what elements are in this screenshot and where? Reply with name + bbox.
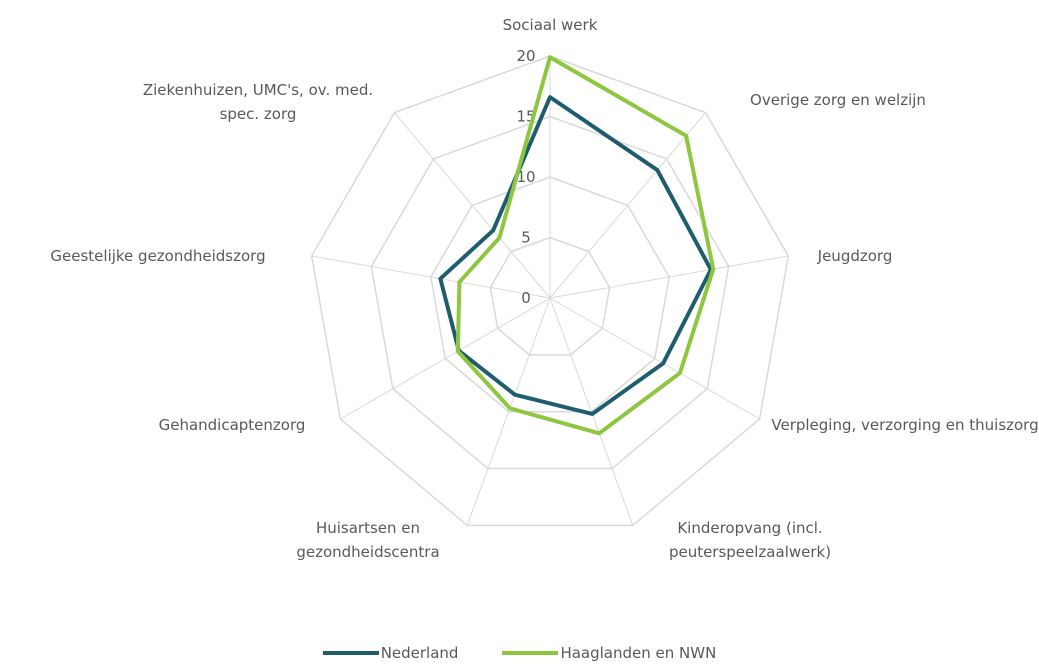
tick-label: 20 (516, 47, 535, 65)
category-label: Jeugdzorg (817, 247, 893, 265)
series-line (438, 95, 713, 416)
grid-ring (489, 236, 611, 356)
spoke (549, 112, 706, 299)
category-label: Ziekenhuizen, UMC's, ov. med. spec. zorg (142, 81, 374, 123)
tick-label: 5 (521, 229, 531, 247)
spoke (549, 255, 789, 299)
legend: Nederland Haaglanden en NWN (0, 644, 1039, 662)
category-label: Gehandicaptenzorg (158, 416, 306, 434)
grid-ring (370, 115, 730, 470)
legend-swatch (502, 651, 559, 655)
series-line (455, 55, 716, 436)
spoke (340, 297, 551, 420)
tick-label: 0 (521, 289, 531, 307)
category-label: Huisartsen en gezondheidscentra (296, 519, 440, 561)
spoke (311, 255, 551, 299)
legend-item: Nederland (322, 644, 459, 662)
category-label: Overige zorg en welzijn (750, 91, 926, 109)
category-label: Verpleging, verzorging en thuiszorg (771, 416, 1039, 434)
legend-label: Haaglanden en NWN (560, 644, 717, 662)
category-label: Geestelijke gezondheidszorg (50, 247, 266, 265)
legend-item: Haaglanden en NWN (502, 644, 716, 662)
category-label: Kinderopvang (incl. peuterspeelzaalwerk) (668, 519, 832, 561)
spoke (466, 297, 551, 526)
legend-swatch (322, 651, 379, 655)
legend-label: Nederland (380, 644, 459, 662)
spoke (549, 297, 634, 526)
grid-ring (310, 55, 790, 527)
spoke (549, 297, 760, 420)
category-label: Sociaal werk (502, 16, 598, 34)
spoke (394, 112, 551, 299)
grid-ring (430, 176, 670, 413)
tick-label: 10 (516, 168, 535, 186)
